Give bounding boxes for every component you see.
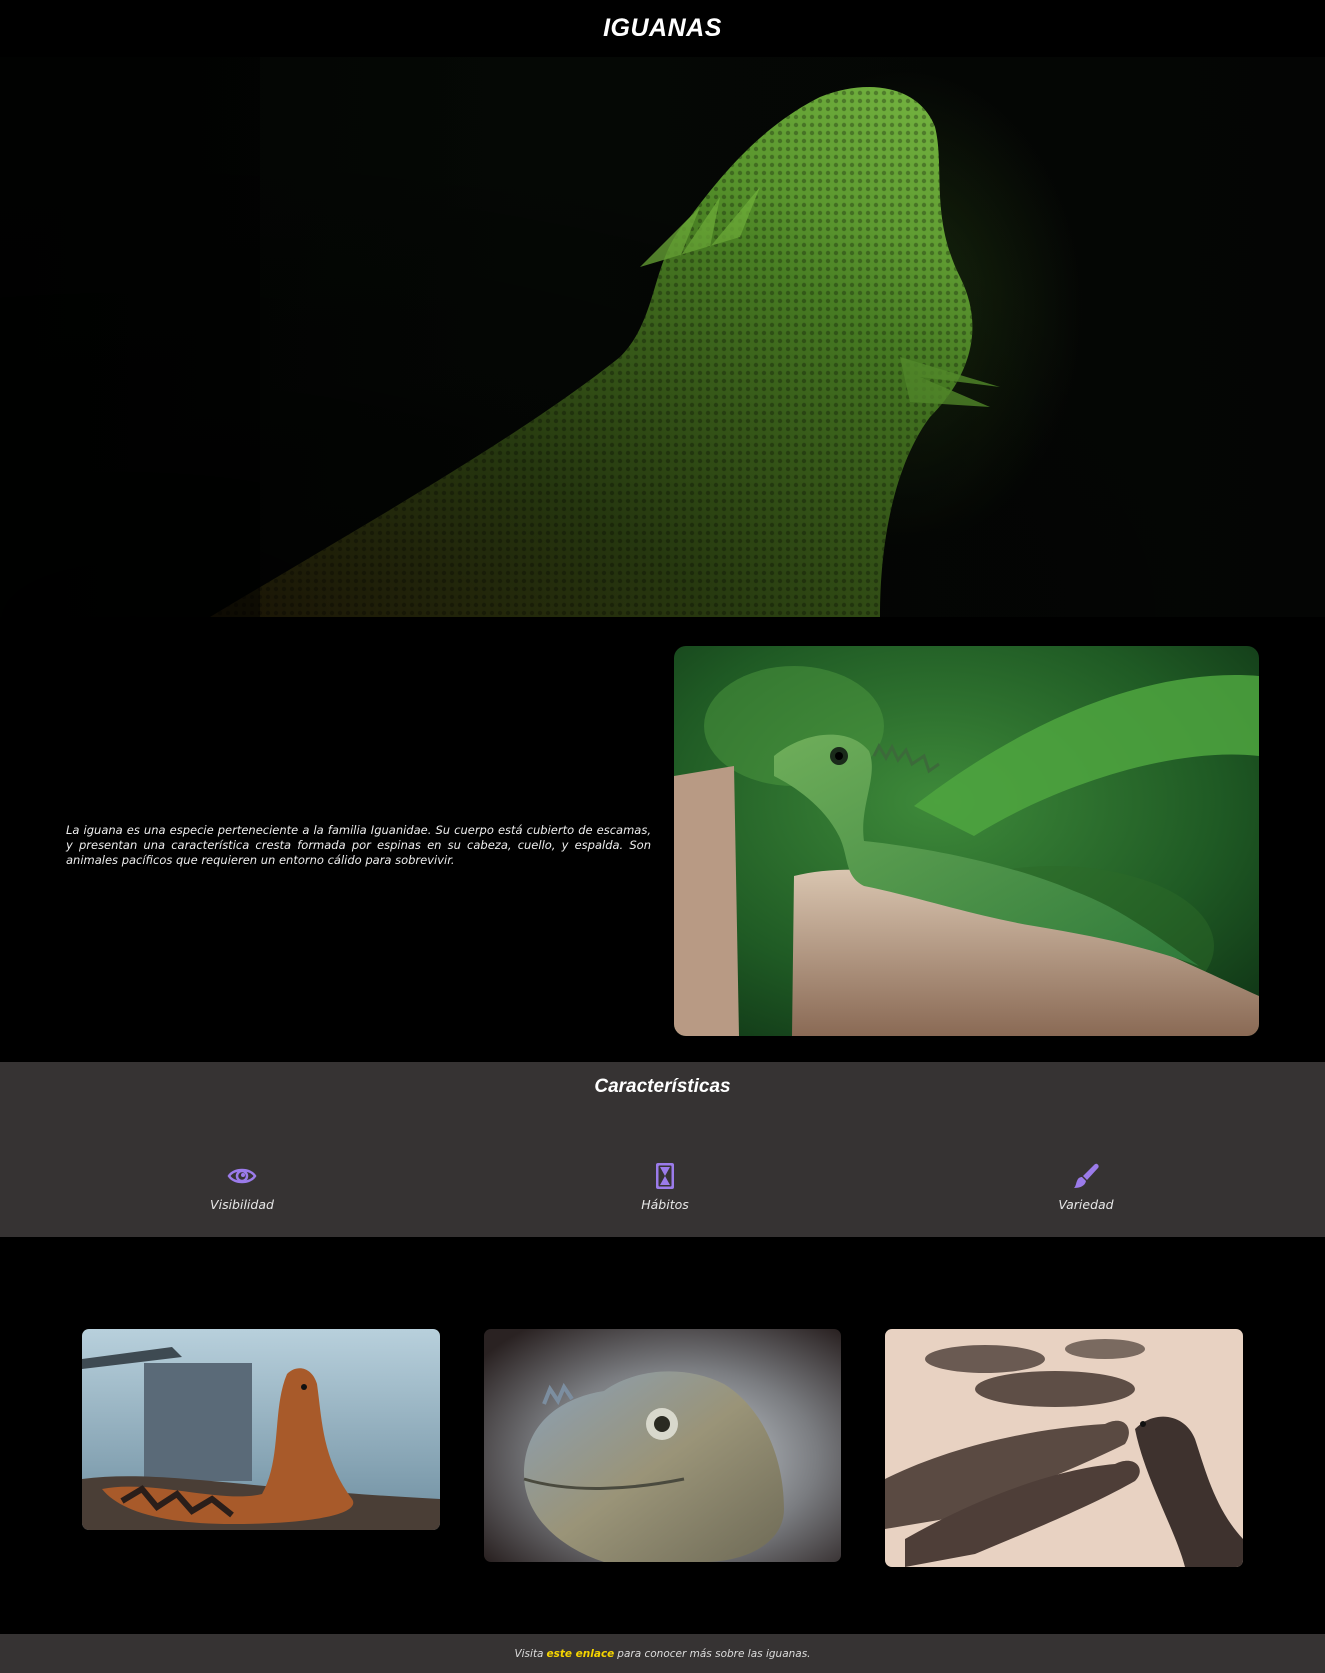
- intro-iguana-photo: [674, 646, 1259, 1036]
- feature-habits: Hábitos: [605, 1162, 725, 1213]
- gallery-image-iguana-head: [484, 1329, 841, 1562]
- gallery-image-orange-iguana: [82, 1329, 440, 1530]
- gallery-image-iguanas-sand: [885, 1329, 1243, 1567]
- hourglass-icon: [656, 1163, 674, 1189]
- intro-section: La iguana es una especie perteneciente a…: [0, 617, 1325, 1062]
- page-footer: Visita este enlace para conocer más sobr…: [0, 1634, 1325, 1673]
- footer-suffix: para conocer más sobre las iguanas.: [617, 1647, 811, 1660]
- hero-iguana-image: [0, 57, 1325, 617]
- intro-paragraph: La iguana es una especie perteneciente a…: [66, 823, 651, 867]
- feature-label: Variedad: [1058, 1197, 1114, 1212]
- paintbrush-icon: [1074, 1163, 1099, 1188]
- feature-visibility: Visibilidad: [182, 1162, 302, 1213]
- feature-label: Hábitos: [641, 1197, 689, 1212]
- features-section: Características Visibilidad Hábitos Vari…: [0, 1062, 1325, 1237]
- hero-banner: [0, 57, 1325, 617]
- eye-icon: [227, 1168, 257, 1184]
- page-header: IGUANAS: [0, 0, 1325, 57]
- features-title: Características: [594, 1076, 731, 1097]
- gallery-section: [0, 1237, 1325, 1634]
- feature-label: Visibilidad: [210, 1197, 274, 1212]
- page-title: IGUANAS: [603, 14, 722, 42]
- footer-prefix: Visita: [514, 1647, 544, 1660]
- feature-variety: Variedad: [1026, 1162, 1146, 1213]
- footer-link[interactable]: este enlace: [546, 1647, 615, 1660]
